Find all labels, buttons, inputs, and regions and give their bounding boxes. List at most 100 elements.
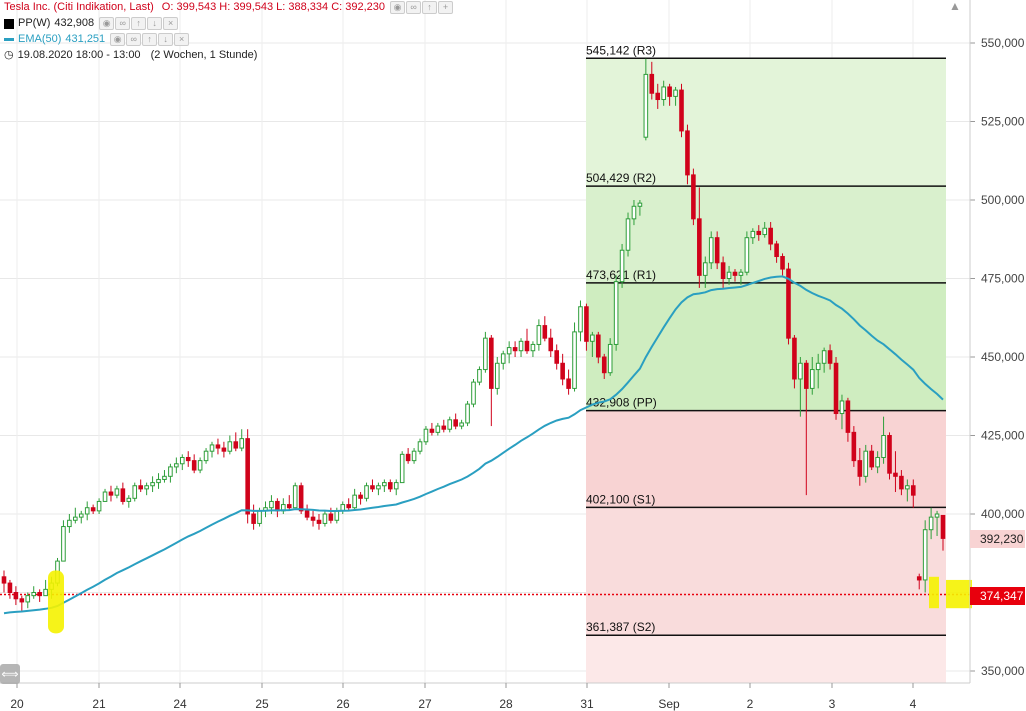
candle-body bbox=[102, 491, 108, 502]
candle-body bbox=[940, 514, 946, 539]
candle-body bbox=[869, 450, 874, 468]
x-tick-label: 26 bbox=[336, 697, 350, 711]
candle-body bbox=[928, 516, 934, 531]
candle-body bbox=[346, 504, 351, 509]
candle-body bbox=[483, 337, 488, 371]
candle-body bbox=[209, 444, 215, 452]
candle-body bbox=[120, 488, 126, 502]
candle-body bbox=[67, 519, 72, 528]
x-tick-label: 2 bbox=[747, 697, 754, 711]
candle-body bbox=[316, 519, 322, 524]
candle-body bbox=[477, 369, 482, 383]
candle-body bbox=[726, 271, 732, 280]
plus-icon[interactable]: + bbox=[438, 1, 454, 14]
candle-body bbox=[786, 268, 791, 339]
candle-body bbox=[661, 86, 666, 101]
close-icon[interactable]: × bbox=[163, 17, 179, 30]
clock-icon: ◷ bbox=[4, 49, 14, 61]
candle-body bbox=[530, 343, 536, 352]
zone-s1-s2 bbox=[586, 507, 946, 636]
candle-body bbox=[215, 444, 221, 449]
eye-icon[interactable]: ◉ bbox=[110, 33, 126, 46]
candle-body bbox=[691, 174, 696, 220]
y-tick-label: 525,000 bbox=[981, 115, 1025, 129]
candle-body bbox=[417, 441, 423, 452]
highlight-mark bbox=[48, 570, 64, 634]
y-axis: 550,000 525,000 500,000 475,000 450,000 425,0… bbox=[969, 0, 1025, 683]
candle-body bbox=[251, 513, 256, 524]
eye-icon[interactable]: ◉ bbox=[99, 17, 115, 30]
x-tick-label: Sep bbox=[658, 697, 680, 711]
candle-body bbox=[90, 507, 96, 512]
x-tick-label: 31 bbox=[580, 697, 594, 711]
candle-body bbox=[584, 306, 589, 342]
candle-body bbox=[168, 466, 173, 477]
candle-body bbox=[96, 500, 102, 512]
candle-body bbox=[798, 362, 803, 380]
candle-body bbox=[126, 497, 132, 502]
y-tick-label: 425,000 bbox=[981, 429, 1025, 443]
candle-body bbox=[685, 130, 690, 176]
link-icon[interactable]: ∞ bbox=[126, 33, 142, 46]
candle-body bbox=[132, 485, 138, 499]
ema-label: EMA(50) bbox=[18, 33, 62, 45]
candle-body bbox=[310, 516, 316, 521]
candle-body bbox=[435, 425, 441, 433]
zone-below-s2 bbox=[586, 635, 946, 683]
x-tick-label: 28 bbox=[499, 697, 513, 711]
scroll-handle-icon[interactable]: ⟺ bbox=[0, 664, 20, 684]
link-icon[interactable]: ∞ bbox=[115, 17, 131, 30]
candle-body bbox=[203, 450, 209, 462]
ema-line bbox=[3, 275, 944, 615]
up-arrow-icon[interactable]: ↑ bbox=[422, 1, 438, 14]
candle-body bbox=[809, 369, 815, 389]
candle-body bbox=[13, 592, 19, 600]
candle-body bbox=[382, 482, 387, 487]
candle-body bbox=[833, 362, 839, 415]
close-icon[interactable]: × bbox=[174, 33, 190, 46]
pivot-label: 361,387 (S2) bbox=[586, 620, 655, 634]
candle-body bbox=[655, 92, 661, 101]
eye-icon[interactable]: ◉ bbox=[390, 1, 406, 14]
collapse-icon[interactable]: ▲ bbox=[949, 0, 961, 13]
candle-body bbox=[732, 271, 738, 276]
up-arrow-icon[interactable]: ↑ bbox=[131, 17, 147, 30]
candle-body bbox=[352, 494, 357, 509]
marker-price-tag: 374,347 bbox=[970, 587, 1026, 605]
candle-body bbox=[257, 510, 262, 524]
pivot-label: 432,908 (PP) bbox=[586, 396, 657, 410]
candle-body bbox=[441, 425, 447, 430]
candle-body bbox=[619, 249, 625, 283]
candle-body bbox=[542, 325, 548, 339]
candle-body bbox=[447, 419, 453, 430]
up-arrow-icon[interactable]: ↑ bbox=[142, 33, 158, 46]
x-tick-label: 25 bbox=[255, 697, 269, 711]
candle-body bbox=[322, 513, 328, 524]
candle-body bbox=[465, 403, 470, 424]
candle-body bbox=[269, 500, 274, 509]
link-icon[interactable]: ∞ bbox=[406, 1, 422, 14]
candle-body bbox=[566, 378, 571, 389]
candle-body bbox=[922, 529, 928, 581]
candle-body bbox=[25, 595, 31, 603]
highlight-mark bbox=[946, 579, 972, 609]
candle-body bbox=[489, 337, 494, 389]
candle-body bbox=[697, 218, 702, 276]
candle-body bbox=[364, 485, 369, 499]
candle-body bbox=[233, 441, 239, 449]
down-arrow-icon[interactable]: ↓ bbox=[147, 17, 163, 30]
candle-body bbox=[405, 453, 411, 462]
candle-body bbox=[108, 491, 114, 496]
down-arrow-icon[interactable]: ↓ bbox=[158, 33, 174, 46]
candle-body bbox=[590, 334, 595, 342]
candle-body bbox=[506, 347, 512, 355]
candle-body bbox=[875, 456, 880, 468]
candle-body bbox=[887, 435, 892, 474]
candle-body bbox=[179, 456, 185, 465]
candle-body bbox=[827, 350, 833, 364]
candle-body bbox=[643, 73, 649, 138]
candle-body bbox=[625, 218, 631, 251]
candle-body bbox=[702, 262, 708, 276]
candle-body bbox=[815, 362, 821, 371]
